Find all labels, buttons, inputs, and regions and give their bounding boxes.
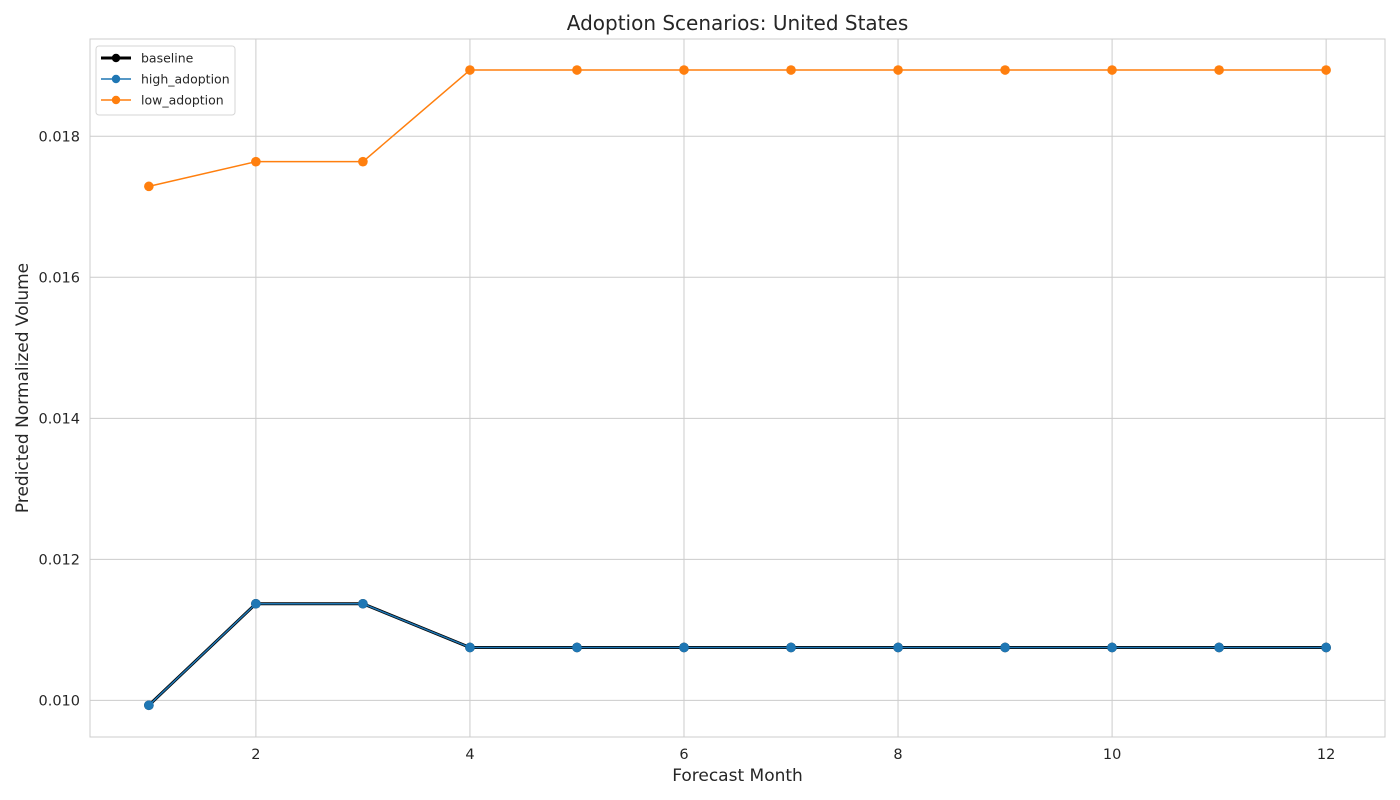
data-point-low-adoption (465, 65, 475, 75)
x-tick-label: 10 (1103, 747, 1121, 763)
legend-marker-high-adoption (111, 74, 121, 84)
data-point-high-adoption (572, 642, 582, 653)
data-point-low-adoption (1214, 65, 1224, 75)
data-point-low-adoption (572, 65, 582, 75)
data-point-high-adoption (358, 598, 368, 609)
y-tick-label: 0.014 (38, 411, 80, 427)
data-point-high-adoption (1214, 642, 1224, 653)
legend-marker-baseline (111, 53, 121, 63)
x-tick-label: 8 (893, 747, 902, 763)
legend-label-baseline: baseline (141, 51, 194, 66)
y-tick-label: 0.012 (38, 552, 80, 568)
data-point-high-adoption (144, 700, 154, 711)
y-tick-label: 0.016 (38, 270, 80, 286)
data-point-low-adoption (893, 65, 903, 75)
data-point-low-adoption (251, 156, 261, 167)
series-low-adoption (144, 65, 1331, 192)
chart-title: Adoption Scenarios: United States (567, 11, 909, 35)
data-point-low-adoption (144, 181, 154, 192)
y-tick-label: 0.018 (38, 129, 80, 145)
x-tick-label: 4 (465, 747, 474, 763)
x-tick-label: 12 (1317, 747, 1335, 763)
legend-entry-baseline: baseline (101, 51, 194, 66)
data-point-low-adoption (1321, 65, 1331, 75)
y-tick-label: 0.010 (38, 693, 80, 709)
x-axis-label: Forecast Month (672, 766, 803, 786)
series-high-adoption (144, 598, 1331, 711)
grid (90, 39, 1385, 737)
data-point-high-adoption (893, 642, 903, 653)
data-point-high-adoption (1107, 642, 1117, 653)
data-point-high-adoption (465, 642, 475, 653)
legend-label-high-adoption: high_adoption (141, 72, 230, 87)
data-point-high-adoption (786, 642, 796, 653)
x-tick-label: 6 (679, 747, 688, 763)
legend-label-low-adoption: low_adoption (141, 93, 224, 108)
data-point-high-adoption (679, 642, 689, 653)
tick-labels: 2 4 6 8 10 12 0.010 0.012 0.014 0.016 0.018 (38, 129, 1335, 763)
series (144, 65, 1331, 711)
legend-box (95, 45, 236, 116)
legend-entry-low-adoption: low_adoption (101, 93, 224, 108)
data-point-high-adoption (1000, 642, 1010, 653)
series-line-high-adoption (148, 602, 1327, 706)
legend: baseline high_adoption low_adoption (95, 45, 236, 116)
legend-entry-high-adoption: high_adoption (101, 72, 230, 87)
data-point-high-adoption (1321, 642, 1331, 653)
series-line-low-adoption (148, 69, 1327, 188)
data-point-low-adoption (1000, 65, 1010, 75)
plot-frame (89, 38, 1386, 738)
data-point-low-adoption (358, 156, 368, 167)
data-point-low-adoption (786, 65, 796, 75)
x-tick-label: 2 (251, 747, 260, 763)
legend-marker-low-adoption (111, 95, 121, 105)
data-point-low-adoption (679, 65, 689, 75)
data-point-low-adoption (1107, 65, 1117, 75)
data-point-high-adoption (251, 598, 261, 609)
y-axis-label: Predicted Normalized Volume (13, 263, 33, 513)
